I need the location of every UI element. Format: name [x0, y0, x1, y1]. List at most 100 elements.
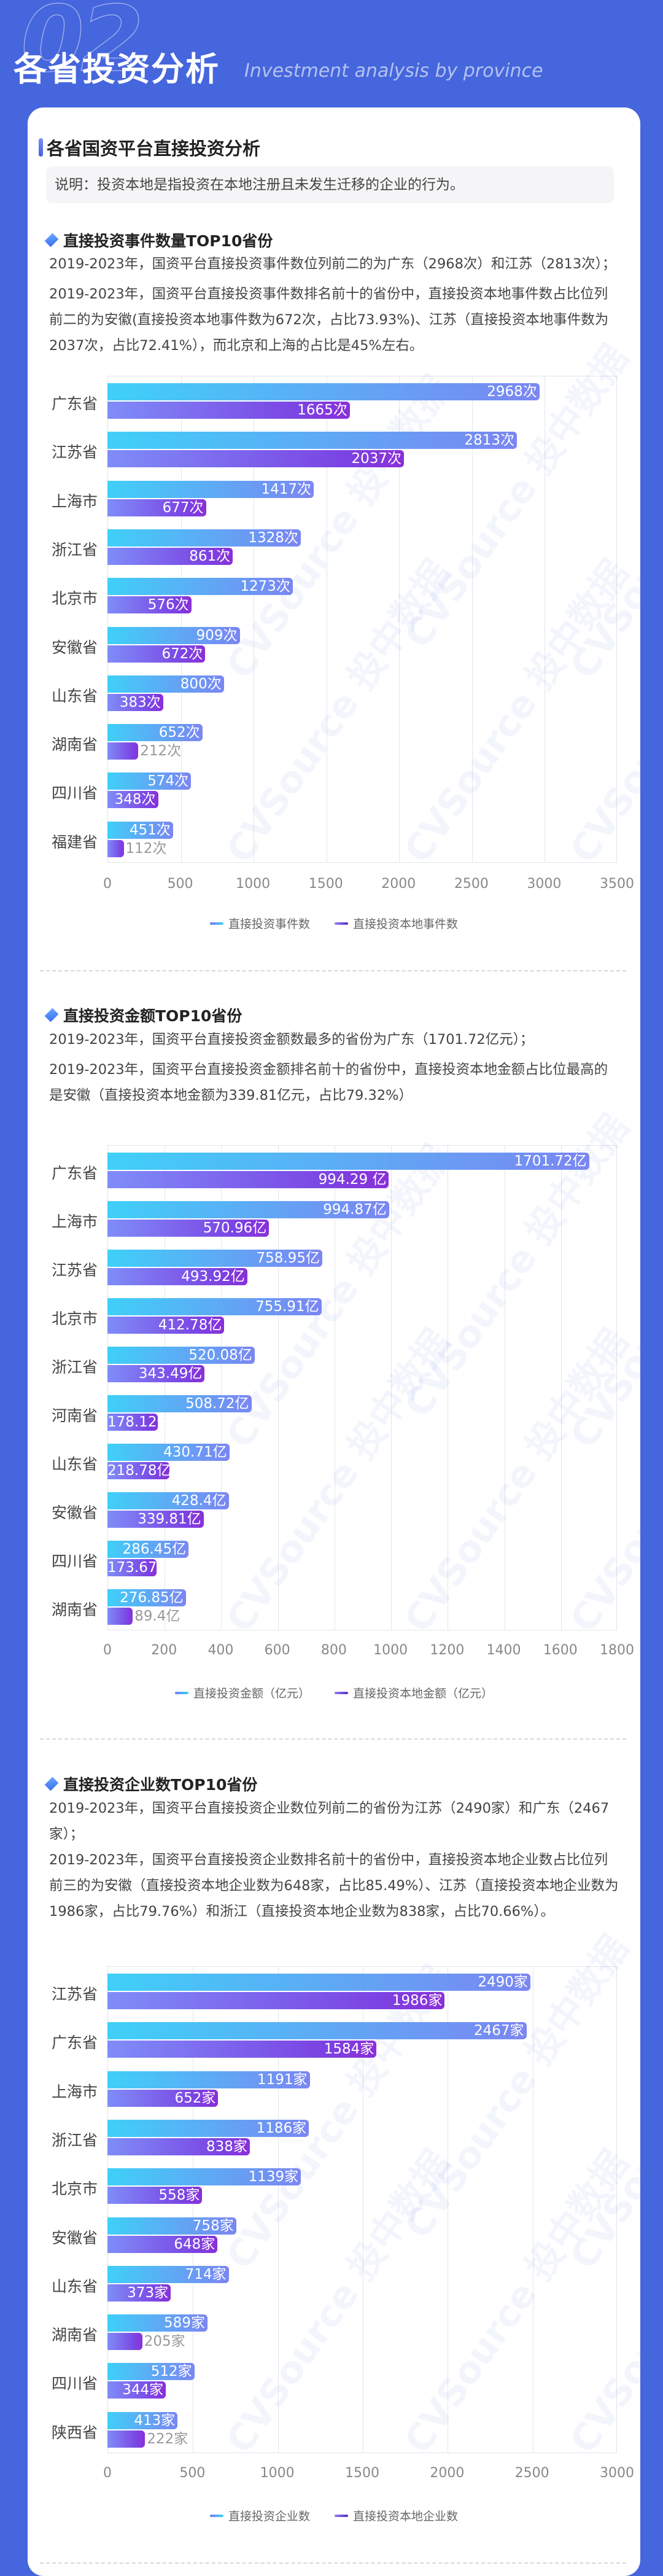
section-divider — [40, 2562, 626, 2564]
legend-item[interactable]: 直接投资本地企业数 — [335, 2507, 458, 2524]
bar-value-label: 205家 — [144, 2333, 185, 2350]
legend-label: 直接投资金额（亿元） — [193, 1687, 310, 1700]
bar-total: 1328次 — [107, 529, 301, 547]
category-label: 湖南省 — [51, 2326, 98, 2344]
bar-value-label: 89.4亿 — [134, 1608, 180, 1624]
category-label: 北京市 — [51, 590, 98, 608]
x-axis-tick: 1600 — [543, 1643, 578, 1658]
diamond-icon — [44, 1776, 59, 1791]
bar-total: 589家 — [107, 2314, 207, 2332]
legend-label: 直接投资本地事件数 — [353, 917, 459, 931]
page-subtitle: Investment analysis by province — [244, 60, 543, 82]
bar-local: 1665次 — [107, 402, 350, 419]
category-label: 上海市 — [51, 2082, 98, 2101]
diamond-icon — [44, 233, 59, 247]
legend-swatch-local — [335, 922, 348, 925]
bar-total: 1701.72亿 — [107, 1153, 589, 1170]
category-label: 四川省 — [51, 1552, 98, 1570]
chart-legend: 直接投资金额（亿元） 直接投资本地金额（亿元） — [28, 1684, 640, 1701]
category-label: 安徽省 — [51, 1504, 98, 1522]
bar-total: 1417次 — [107, 480, 314, 498]
bar-total: 1191家 — [107, 2071, 310, 2088]
section-number: 02 — [20, 0, 144, 93]
note-box: 说明：投资本地是指投资在本地注册且未发生迁移的企业的行为。 — [46, 166, 614, 203]
category-label: 浙江省 — [51, 540, 98, 559]
bar-total: 286.45亿 — [107, 1541, 189, 1558]
category-label: 上海市 — [51, 492, 98, 510]
x-axis-tick: 3000 — [600, 2465, 634, 2481]
subsection-heading: 直接投资企业数TOP10省份 — [44, 1773, 258, 1795]
content-card: 各省国资平台直接投资分析 说明：投资本地是指投资在本地注册且未发生迁移的企业的行… — [28, 107, 663, 2576]
subsection-heading-text: 直接投资企业数TOP10省份 — [63, 1776, 258, 1794]
bar-local: 558家 — [107, 2187, 203, 2204]
legend-swatch-local — [335, 2514, 348, 2517]
x-axis-tick: 1000 — [373, 1643, 408, 1658]
bar-total: 2467家 — [107, 2022, 527, 2040]
bar-total: 520.08亿 — [107, 1347, 255, 1364]
bar-local — [107, 1608, 133, 1625]
category-label: 浙江省 — [51, 1358, 98, 1376]
bar-local: 648家 — [107, 2235, 218, 2253]
bar-local: 373家 — [107, 2284, 171, 2302]
bar-local: 1986家 — [107, 1992, 445, 2009]
section-title: 各省国资平台直接投资分析 — [39, 134, 260, 160]
x-axis-tick: 200 — [151, 1643, 177, 1658]
x-axis-tick: 600 — [264, 1643, 290, 1658]
bar-value-label: 212次 — [140, 743, 182, 760]
x-axis-tick: 2500 — [454, 876, 489, 892]
gridline — [399, 376, 400, 862]
bar-value-label: 112次 — [125, 840, 167, 857]
category-label: 江苏省 — [51, 443, 98, 462]
x-axis-tick: 500 — [179, 2465, 206, 2481]
bar-total: 2968次 — [107, 383, 540, 400]
category-label: 湖南省 — [51, 1601, 98, 1619]
bar-total: 413家 — [107, 2411, 178, 2429]
category-label: 江苏省 — [51, 1261, 98, 1279]
section-divider — [40, 970, 626, 971]
title-accent-bar — [39, 138, 43, 157]
legend-item[interactable]: 直接投资本地金额（亿元） — [335, 1684, 493, 1701]
category-label: 山东省 — [51, 1455, 98, 1473]
bar-local: 652家 — [107, 2089, 219, 2107]
bar-total: 1139家 — [107, 2168, 301, 2186]
x-axis-tick: 0 — [103, 1643, 112, 1658]
bar-total: 758.95亿 — [107, 1250, 322, 1267]
category-label: 安徽省 — [51, 638, 98, 656]
category-label: 北京市 — [51, 2180, 98, 2198]
section-divider — [40, 1738, 626, 1740]
chart-plot-area — [107, 376, 617, 863]
bar-total: 758家 — [107, 2217, 236, 2235]
legend-item[interactable]: 直接投资企业数 — [209, 2507, 310, 2524]
category-label: 安徽省 — [51, 2228, 98, 2247]
x-axis-tick: 500 — [167, 876, 193, 892]
gridline — [560, 1146, 562, 1630]
description-paragraph: 2019-2023年，国资平台直接投资事件数位列前二的为广东（2968次）和江苏… — [49, 256, 616, 272]
legend-item[interactable]: 直接投资事件数 — [209, 915, 310, 932]
legend-label: 直接投资企业数 — [228, 2510, 310, 2523]
legend-swatch-local — [335, 1691, 348, 1694]
x-axis-tick: 1000 — [236, 876, 271, 892]
legend-item[interactable]: 直接投资金额（亿元） — [174, 1684, 310, 1701]
legend-item[interactable]: 直接投资本地事件数 — [335, 915, 458, 932]
bar-total: 800次 — [107, 675, 224, 693]
category-label: 四川省 — [51, 2375, 98, 2393]
bar-local: 576次 — [107, 596, 192, 614]
description-paragraph: 2019-2023年，国资平台直接投资企业数位列前二的省份为江苏（2490家）和… — [49, 1800, 610, 1842]
category-label: 山东省 — [51, 687, 98, 705]
category-label: 上海市 — [51, 1213, 98, 1231]
bar-local: 861次 — [107, 547, 233, 565]
bar-local: 339.81亿 — [107, 1511, 204, 1528]
bar-total: 909次 — [107, 626, 240, 644]
x-axis-tick: 1200 — [430, 1643, 465, 1658]
category-label: 广东省 — [51, 2034, 98, 2052]
category-label: 河南省 — [51, 1407, 98, 1425]
bar-local: 994.29 亿 — [107, 1171, 389, 1188]
bar-local: 343.49亿 — [107, 1365, 205, 1382]
page-header: 02 各省投资分析 Investment analysis by provinc… — [0, 0, 663, 107]
legend-swatch-total — [209, 2514, 223, 2517]
page-title: 各省投资分析 — [14, 50, 220, 88]
x-axis-tick: 1500 — [345, 2465, 379, 2481]
legend-label: 直接投资事件数 — [228, 917, 310, 931]
bar-local: 383次 — [107, 693, 163, 711]
bar-total: 1186家 — [107, 2119, 309, 2137]
